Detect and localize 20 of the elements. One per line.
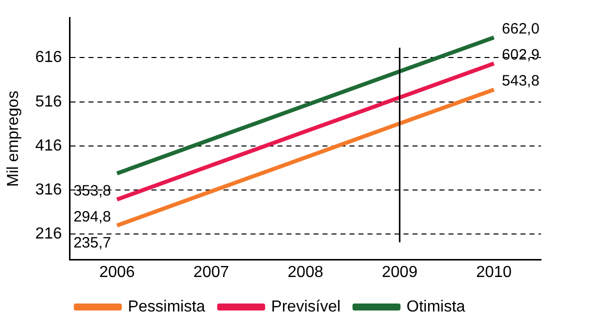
y-tick-label: 516 <box>35 93 62 110</box>
legend-label: Previsível <box>271 298 341 316</box>
x-tick-label: 2007 <box>193 264 230 281</box>
x-tick-label: 2009 <box>382 264 418 281</box>
y-tick-label: 316 <box>35 182 62 198</box>
x-tick-label: 2008 <box>288 264 324 281</box>
data-label: 235,7 <box>73 234 112 252</box>
y-tick-label: 216 <box>35 226 62 243</box>
x-tick-label: 2010 <box>476 264 512 281</box>
y-tick-label: 416 <box>35 137 62 154</box>
legend-label: Otimista <box>406 298 466 316</box>
data-label: 543,8 <box>502 72 540 90</box>
x-tick-label: 2006 <box>99 264 135 281</box>
y-axis-title: Mil empregos <box>5 90 22 187</box>
y-tick-label: 616 <box>35 49 62 66</box>
data-label: 602,9 <box>502 46 540 64</box>
legend-label: Pessimista <box>128 298 206 316</box>
data-label: 662,0 <box>502 20 540 38</box>
data-label: 294,8 <box>73 208 112 226</box>
data-label: 353,8 <box>73 182 112 200</box>
